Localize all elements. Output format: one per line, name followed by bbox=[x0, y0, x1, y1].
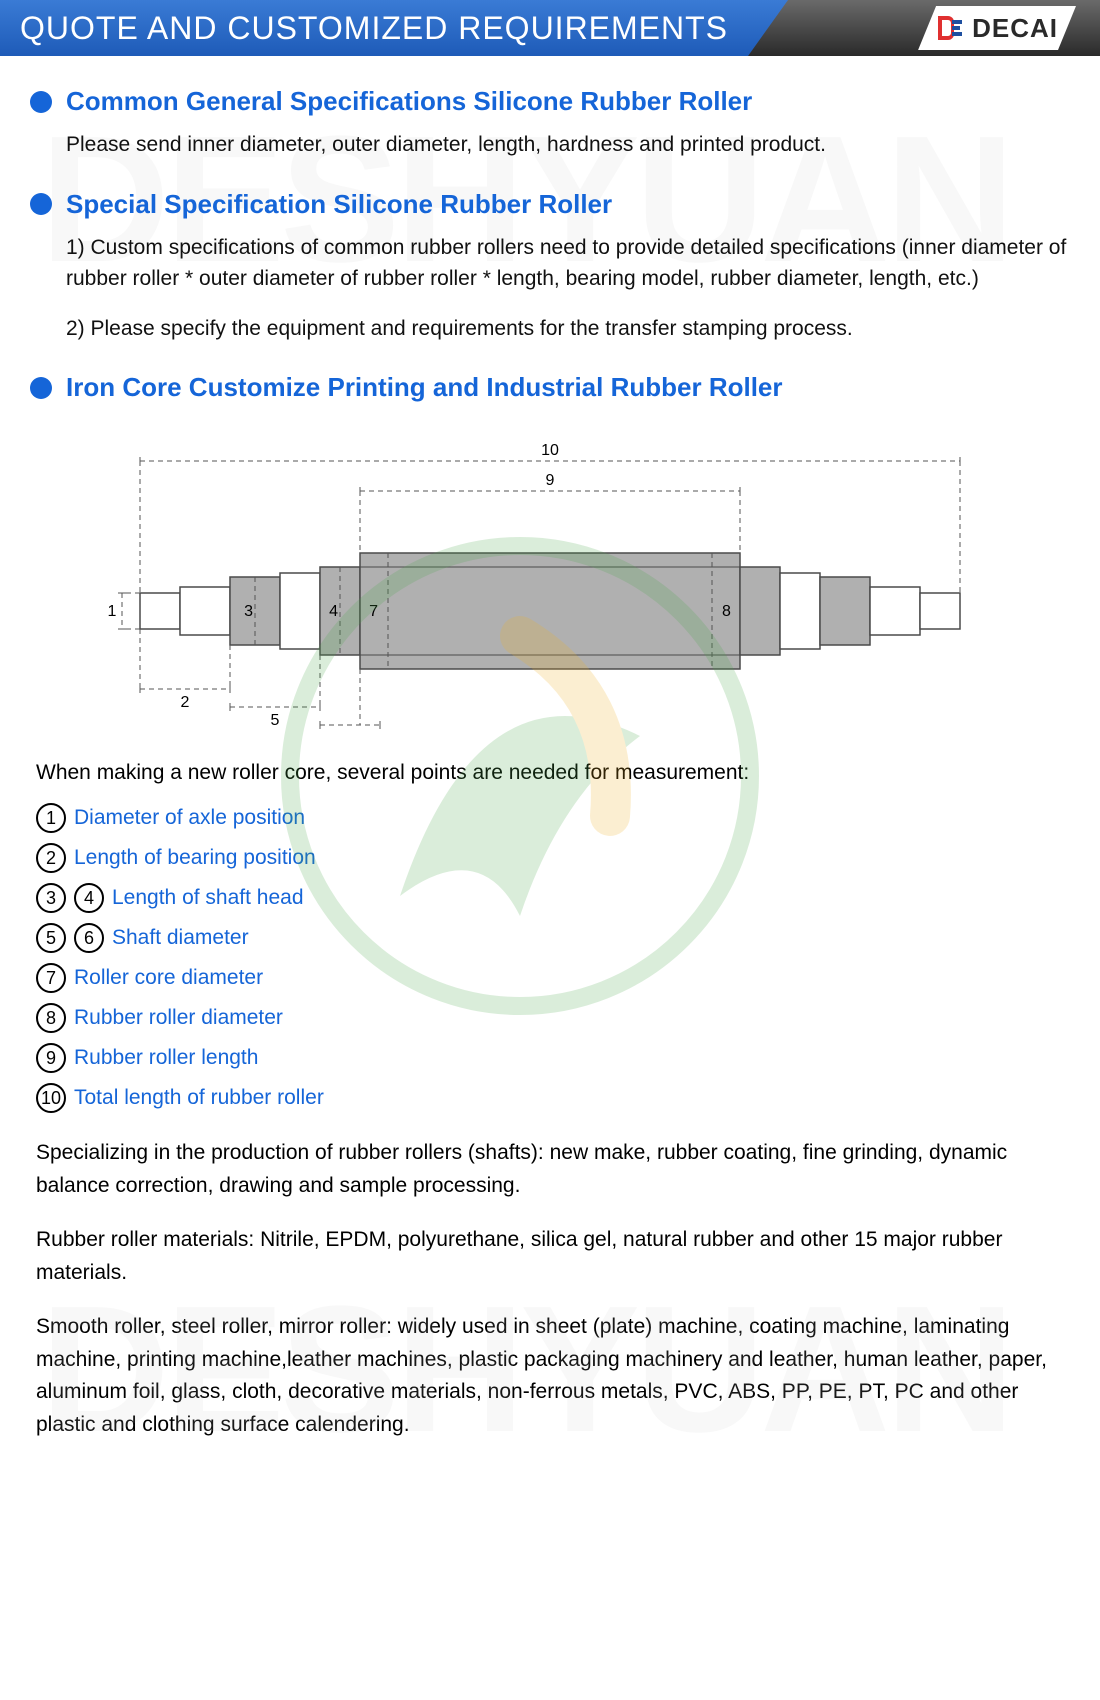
svg-text:1: 1 bbox=[108, 603, 117, 620]
section-text: 2) Please specify the equipment and requ… bbox=[66, 313, 1070, 345]
measure-num: 4 bbox=[74, 883, 104, 913]
measure-item: 56 Shaft diameter bbox=[36, 923, 1070, 953]
footer-text: Specializing in the production of rubber… bbox=[30, 1137, 1070, 1441]
measure-item: 1 Diameter of axle position bbox=[36, 803, 1070, 833]
header-title: QUOTE AND CUSTOMIZED REQUIREMENTS bbox=[20, 10, 728, 47]
measure-item: 8 Rubber roller diameter bbox=[36, 1003, 1070, 1033]
svg-text:3: 3 bbox=[244, 603, 253, 620]
footer-para: Specializing in the production of rubber… bbox=[36, 1137, 1064, 1202]
section-title: Iron Core Customize Printing and Industr… bbox=[66, 372, 783, 403]
svg-text:10: 10 bbox=[541, 442, 559, 459]
svg-text:7: 7 bbox=[369, 603, 378, 620]
section-text: Please send inner diameter, outer diamet… bbox=[66, 129, 1070, 161]
header-slant: DECAI bbox=[748, 0, 1100, 56]
section-body: Please send inner diameter, outer diamet… bbox=[30, 129, 1070, 161]
measure-num: 1 bbox=[36, 803, 66, 833]
footer-para: Rubber roller materials: Nitrile, EPDM, … bbox=[36, 1224, 1064, 1289]
bullet-icon bbox=[30, 193, 52, 215]
svg-text:5: 5 bbox=[271, 712, 280, 729]
measure-item: 2 Length of bearing position bbox=[36, 843, 1070, 873]
measure-num: 3 bbox=[36, 883, 66, 913]
svg-text:2: 2 bbox=[181, 694, 190, 711]
section-header: Special Specification Silicone Rubber Ro… bbox=[30, 189, 1070, 220]
measure-label: Rubber roller length bbox=[74, 1046, 258, 1070]
measure-label: Diameter of axle position bbox=[74, 806, 305, 830]
svg-text:6: 6 bbox=[346, 730, 355, 731]
content: DESHYUAN Common General Specifications S… bbox=[0, 56, 1100, 1503]
measure-item: 10 Total length of rubber roller bbox=[36, 1083, 1070, 1113]
section-title: Common General Specifications Silicone R… bbox=[66, 86, 752, 117]
measure-num: 8 bbox=[36, 1003, 66, 1033]
section-header: Common General Specifications Silicone R… bbox=[30, 86, 1070, 117]
measure-label: Shaft diameter bbox=[112, 926, 249, 950]
svg-text:9: 9 bbox=[546, 472, 555, 489]
bullet-icon bbox=[30, 91, 52, 113]
measure-label: Total length of rubber roller bbox=[74, 1086, 324, 1110]
measure-num: 5 bbox=[36, 923, 66, 953]
logo-text: DECAI bbox=[972, 13, 1058, 44]
section-text: 1) Custom specifications of common rubbe… bbox=[66, 232, 1070, 295]
measure-item: 34 Length of shaft head bbox=[36, 883, 1070, 913]
svg-text:8: 8 bbox=[722, 603, 731, 620]
measure-intro: When making a new roller core, several p… bbox=[30, 761, 1070, 785]
footer-para: Smooth roller, steel roller, mirror roll… bbox=[36, 1311, 1064, 1441]
section-body: 1) Custom specifications of common rubbe… bbox=[30, 232, 1070, 345]
section-special: Special Specification Silicone Rubber Ro… bbox=[30, 189, 1070, 345]
measure-item: 7 Roller core diameter bbox=[36, 963, 1070, 993]
measure-num: 10 bbox=[36, 1083, 66, 1113]
svg-text:4: 4 bbox=[329, 603, 338, 620]
measure-label: Roller core diameter bbox=[74, 966, 263, 990]
roller-diagram: 10 9 2 5 6 1 3 4 7 8 bbox=[30, 431, 1070, 731]
measure-num: 6 bbox=[74, 923, 104, 953]
section-common: Common General Specifications Silicone R… bbox=[30, 86, 1070, 161]
section-title: Special Specification Silicone Rubber Ro… bbox=[66, 189, 612, 220]
measure-item: 9 Rubber roller length bbox=[36, 1043, 1070, 1073]
measure-label: Length of shaft head bbox=[112, 886, 304, 910]
header-bar: QUOTE AND CUSTOMIZED REQUIREMENTS DECAI bbox=[0, 0, 1100, 56]
bullet-icon bbox=[30, 377, 52, 399]
measure-list: 1 Diameter of axle position 2 Length of bea… bbox=[30, 803, 1070, 1113]
logo-icon bbox=[936, 14, 964, 42]
measure-num: 9 bbox=[36, 1043, 66, 1073]
measure-num: 7 bbox=[36, 963, 66, 993]
section-ironcore: Iron Core Customize Printing and Industr… bbox=[30, 372, 1070, 403]
measure-label: Length of bearing position bbox=[74, 846, 316, 870]
section-header: Iron Core Customize Printing and Industr… bbox=[30, 372, 1070, 403]
logo-box: DECAI bbox=[918, 6, 1076, 50]
measure-num: 2 bbox=[36, 843, 66, 873]
header-title-wrap: QUOTE AND CUSTOMIZED REQUIREMENTS bbox=[0, 0, 788, 56]
measure-label: Rubber roller diameter bbox=[74, 1006, 283, 1030]
